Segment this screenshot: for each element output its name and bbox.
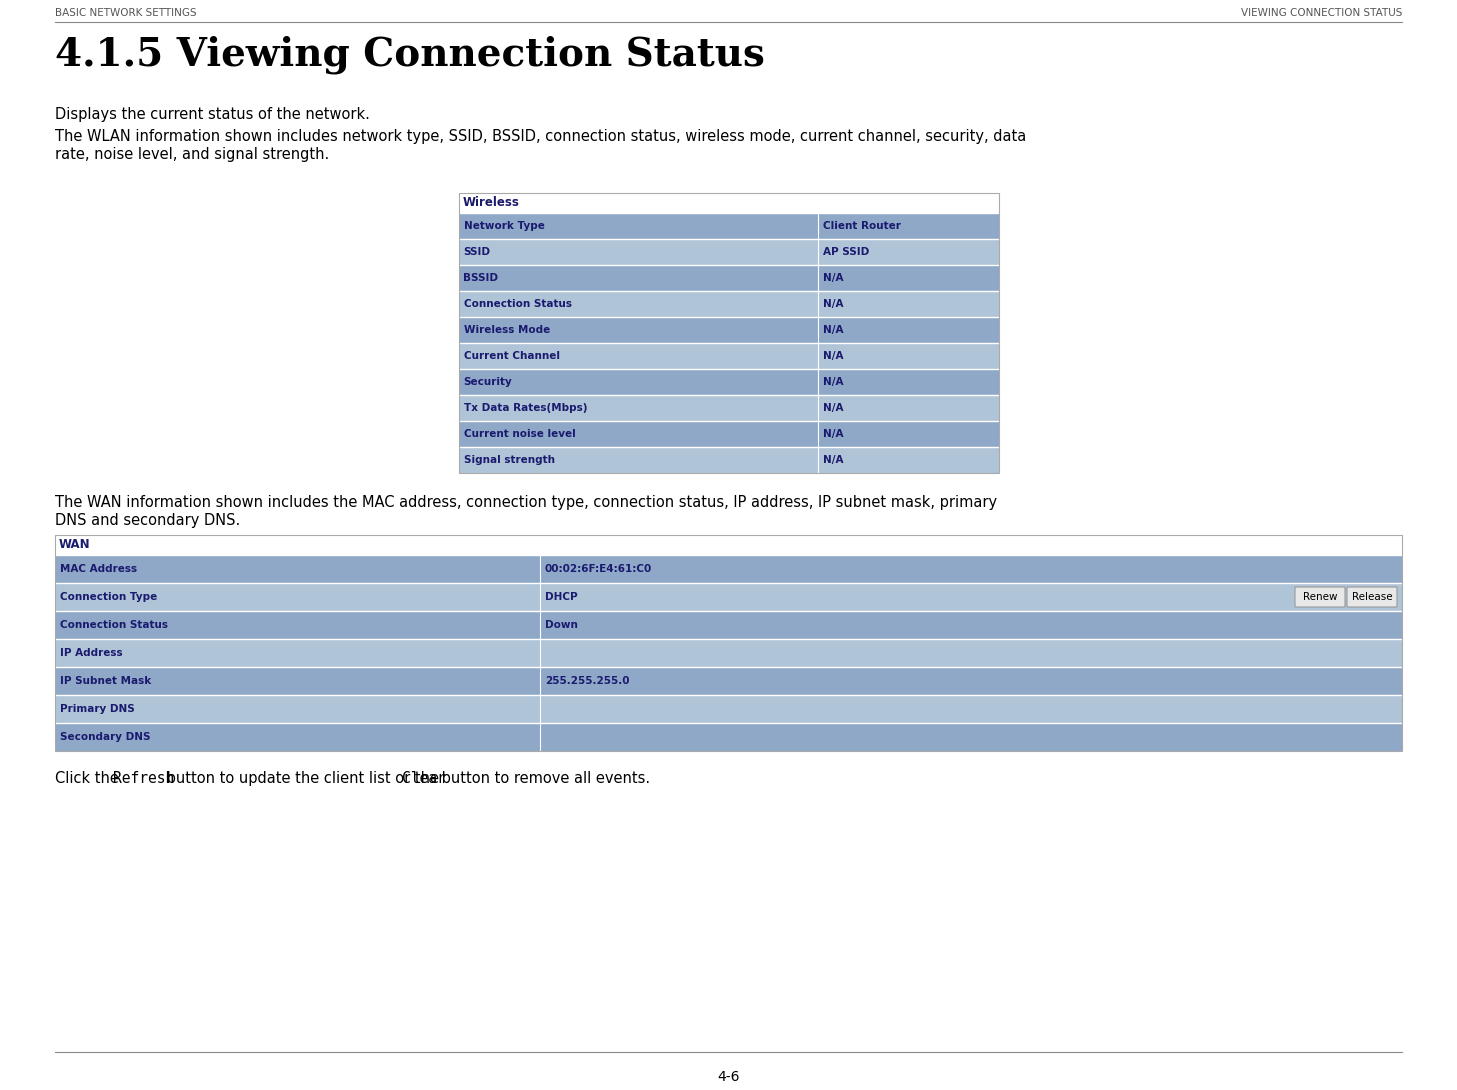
Text: Release: Release (1352, 592, 1393, 602)
Text: button to update the client list or the: button to update the client list or the (163, 771, 444, 786)
Text: Current Channel: Current Channel (463, 351, 559, 361)
Text: Signal strength: Signal strength (463, 455, 555, 465)
Text: N/A: N/A (823, 325, 844, 335)
Text: Secondary DNS: Secondary DNS (60, 732, 150, 742)
Bar (459, 370, 998, 395)
Text: MAC Address: MAC Address (60, 564, 137, 574)
Text: N/A: N/A (823, 351, 844, 361)
Text: AP SSID: AP SSID (823, 247, 868, 257)
Text: Client Router: Client Router (823, 221, 900, 231)
Text: BASIC NETWORK SETTINGS: BASIC NETWORK SETTINGS (55, 8, 197, 19)
Text: Network Type: Network Type (463, 221, 545, 231)
Text: Security: Security (463, 377, 513, 387)
Text: Displays the current status of the network.: Displays the current status of the netwo… (55, 107, 370, 122)
Bar (459, 193, 998, 213)
Text: Wireless Mode: Wireless Mode (463, 325, 549, 335)
Bar (459, 317, 998, 343)
Text: Refresh: Refresh (114, 771, 175, 786)
Bar (459, 447, 998, 473)
Bar (55, 535, 1402, 555)
Text: VIEWING CONNECTION STATUS: VIEWING CONNECTION STATUS (1240, 8, 1402, 19)
Text: Wireless: Wireless (462, 196, 519, 209)
Text: WAN: WAN (58, 538, 90, 552)
Text: SSID: SSID (463, 247, 491, 257)
Text: Current noise level: Current noise level (463, 429, 576, 439)
Bar (459, 265, 998, 291)
Text: button to remove all events.: button to remove all events. (437, 771, 650, 786)
Bar (459, 239, 998, 265)
Text: Tx Data Rates(Mbps): Tx Data Rates(Mbps) (463, 403, 587, 413)
Bar (55, 667, 1402, 695)
Text: N/A: N/A (823, 377, 844, 387)
Bar (55, 611, 1402, 639)
Text: BSSID: BSSID (463, 272, 498, 283)
Bar (459, 291, 998, 317)
Text: N/A: N/A (823, 403, 844, 413)
FancyBboxPatch shape (1295, 588, 1345, 607)
Text: DHCP: DHCP (545, 592, 577, 602)
Text: 4-6: 4-6 (717, 1070, 740, 1083)
Text: 00:02:6F:E4:61:C0: 00:02:6F:E4:61:C0 (545, 564, 653, 574)
Bar (459, 343, 998, 370)
Text: N/A: N/A (823, 299, 844, 308)
Text: N/A: N/A (823, 429, 844, 439)
Text: Connection Type: Connection Type (60, 592, 157, 602)
Text: 255.255.255.0: 255.255.255.0 (545, 676, 629, 686)
Bar (459, 193, 998, 473)
Text: Connection Status: Connection Status (463, 299, 571, 308)
Bar (459, 421, 998, 447)
Text: N/A: N/A (823, 455, 844, 465)
Text: Renew: Renew (1303, 592, 1338, 602)
Bar (459, 213, 998, 239)
Text: rate, noise level, and signal strength.: rate, noise level, and signal strength. (55, 147, 329, 162)
FancyBboxPatch shape (1348, 588, 1397, 607)
Text: IP Address: IP Address (60, 647, 122, 658)
Bar (55, 723, 1402, 751)
Text: Primary DNS: Primary DNS (60, 704, 134, 714)
Bar (55, 535, 1402, 751)
Text: Clear: Clear (402, 771, 446, 786)
Text: 4.1.5 Viewing Connection Status: 4.1.5 Viewing Connection Status (55, 35, 765, 73)
Text: Connection Status: Connection Status (60, 620, 168, 630)
Text: Down: Down (545, 620, 578, 630)
Text: N/A: N/A (823, 272, 844, 283)
Text: The WAN information shown includes the MAC address, connection type, connection : The WAN information shown includes the M… (55, 495, 997, 510)
Bar (55, 695, 1402, 723)
Bar (55, 583, 1402, 611)
Text: The WLAN information shown includes network type, SSID, BSSID, connection status: The WLAN information shown includes netw… (55, 129, 1026, 144)
Text: DNS and secondary DNS.: DNS and secondary DNS. (55, 513, 240, 528)
Bar (55, 555, 1402, 583)
Bar (459, 395, 998, 421)
Text: Click the: Click the (55, 771, 124, 786)
Text: IP Subnet Mask: IP Subnet Mask (60, 676, 152, 686)
Bar (55, 639, 1402, 667)
